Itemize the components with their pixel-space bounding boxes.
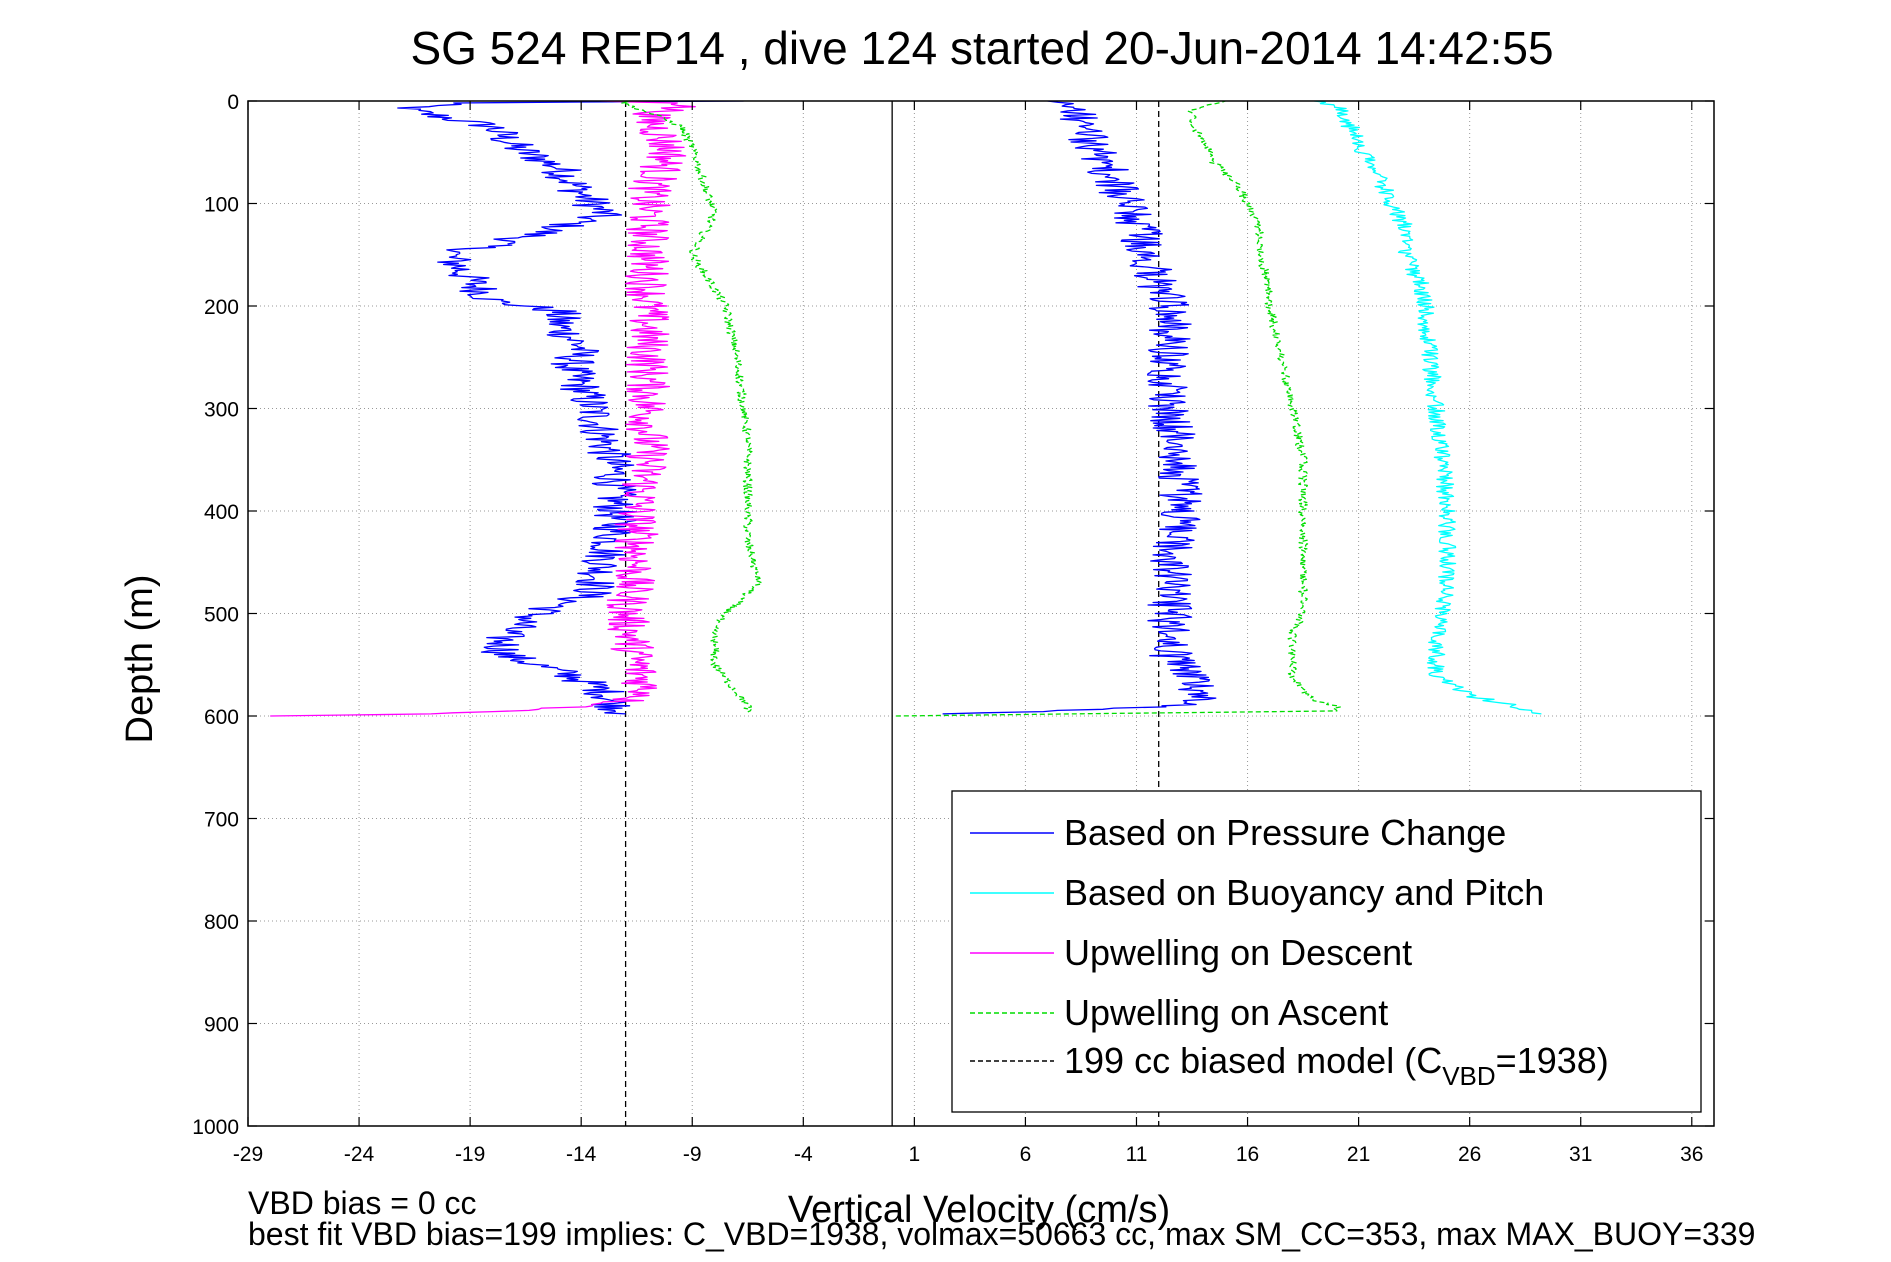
series-line-ascent (895, 101, 1341, 717)
footer-line-1: VBD bias = 0 cc (248, 1185, 477, 1221)
x-axis-label: Vertical Velocity (cm/s) (788, 1189, 1170, 1231)
legend: Based on Pressure Change Based on Buoyanc… (951, 790, 1702, 1113)
series-based-on-pressure-change (397, 101, 1217, 715)
footer-line-2: best fit VBD bias=199 implies: C_VBD=193… (248, 1216, 1755, 1252)
x-tick-label: -19 (455, 1143, 485, 1166)
y-tick-label: 700 (204, 809, 239, 832)
legend-entry-label: Based on Pressure Change (1064, 812, 1506, 853)
legend-box (951, 790, 1702, 1113)
x-tick-label: 11 (1126, 1143, 1148, 1166)
series-line-descent (270, 101, 696, 717)
x-tick-label: 26 (1458, 1143, 1481, 1166)
x-tick-label: -14 (566, 1143, 597, 1166)
y-tick-label: 500 (204, 604, 239, 627)
legend-entry-label: Upwelling on Ascent (1064, 992, 1388, 1033)
legend-entry-label: Based on Buoyancy and Pitch (1064, 872, 1544, 913)
axis-ticks: -29 -24 -19 -14 -9 -4 1 6 11 16 21 26 31 360100200300… (192, 91, 1714, 1166)
series-line-ascent (942, 101, 1217, 715)
x-tick-label: -29 (233, 1143, 263, 1166)
y-tick-label: 900 (204, 1014, 239, 1037)
y-tick-label: 800 (204, 911, 239, 934)
legend-entry-label: Upwelling on Descent (1064, 932, 1412, 973)
x-tick-label: 31 (1569, 1143, 1592, 1166)
x-tick-label: 36 (1680, 1143, 1703, 1166)
y-tick-label: 600 (204, 706, 239, 729)
series-based-on-buoyancy-and-pitch (1314, 101, 1542, 715)
y-tick-label: 200 (204, 296, 239, 319)
x-tick-label: -9 (683, 1143, 702, 1166)
data-series (270, 101, 1542, 717)
series-line-descent (397, 101, 744, 715)
x-tick-label: 1 (909, 1143, 921, 1166)
y-tick-label: 100 (204, 194, 239, 217)
legend-entry-label: 199 cc biased model (CVBD=1938) (1064, 1040, 1609, 1091)
y-tick-label: 400 (204, 501, 239, 524)
series-upwelling-on-descent (270, 101, 696, 717)
chart-title: SG 524 REP14 , dive 124 started 20-Jun-2… (410, 22, 1553, 74)
x-tick-label: -4 (794, 1143, 813, 1166)
series-upwelling-on-ascent (621, 101, 1341, 717)
x-tick-label: -24 (344, 1143, 375, 1166)
x-tick-label: 21 (1347, 1143, 1370, 1166)
series-line-ascent (1314, 101, 1542, 715)
y-tick-label: 300 (204, 399, 239, 422)
x-tick-label: 16 (1236, 1143, 1259, 1166)
y-tick-label: 1000 (192, 1116, 239, 1139)
x-tick-label: 6 (1020, 1143, 1032, 1166)
y-tick-label: 0 (227, 91, 239, 114)
series-line-descent (621, 101, 763, 713)
y-axis-label: Depth (m) (119, 575, 161, 744)
